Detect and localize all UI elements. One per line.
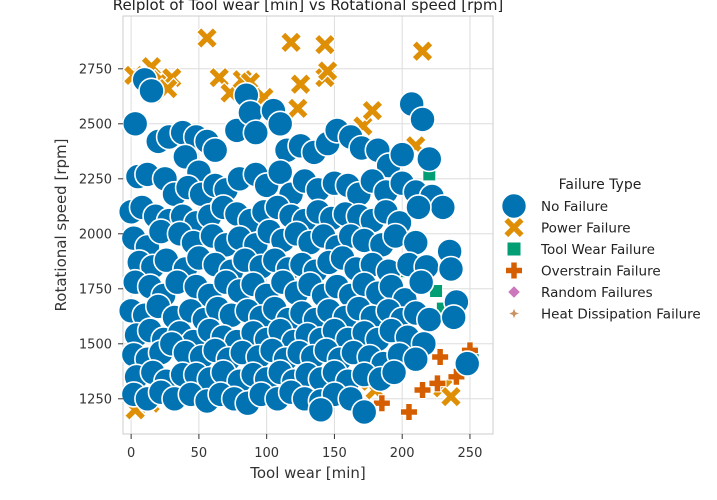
- data-point-overstrain-failure: [428, 374, 447, 393]
- legend-label-power-failure: Power Failure: [541, 221, 631, 237]
- data-point-overstrain-failure: [413, 381, 432, 399]
- legend-marker-no-failure: [500, 192, 528, 220]
- data-point-no-failure: [416, 306, 443, 333]
- data-point-power-failure: [313, 33, 337, 56]
- legend-marker-random-failures: [506, 284, 522, 300]
- y-tick-label: 2000: [79, 227, 112, 242]
- data-point-overstrain-failure: [399, 403, 418, 421]
- data-point-no-failure: [121, 110, 149, 138]
- x-tick-label: 250: [458, 446, 483, 461]
- legend-marker-power-failure: [502, 216, 526, 239]
- chart-title: Relplot of Tool wear [min] vs Rotational…: [113, 0, 504, 14]
- y-axis-label: Rotational speed [rpm]: [52, 139, 70, 312]
- x-tick-label: 150: [322, 446, 347, 461]
- data-point-no-failure: [266, 110, 294, 138]
- data-point-no-failure: [429, 194, 457, 221]
- legend-label-tool-wear-failure: Tool Wear Failure: [540, 242, 655, 258]
- y-tick-label: 1250: [79, 392, 112, 407]
- y-axis-ticks: 1250 1500 1750 2000 2250 2500 2750: [79, 62, 123, 407]
- x-axis-label: Tool wear [min]: [249, 464, 366, 482]
- data-point-no-failure: [416, 145, 443, 173]
- y-tick-label: 2250: [79, 172, 112, 187]
- plot-area: [122, 15, 494, 435]
- data-point-no-failure: [380, 359, 408, 386]
- legend-marker-tool-wear-failure: [506, 241, 522, 257]
- legend: Failure Type No Failure Power Failure Tool…: [500, 177, 701, 323]
- x-axis-ticks: 0 50 100 150 200 250: [127, 434, 482, 461]
- data-point-power-failure: [439, 385, 463, 408]
- data-point-no-failure: [453, 350, 481, 377]
- y-tick-label: 2750: [79, 62, 112, 77]
- data-point-no-failure: [409, 106, 436, 133]
- data-point-power-failure: [361, 99, 384, 122]
- y-tick-label: 2500: [79, 117, 112, 132]
- data-point-no-failure: [440, 304, 467, 331]
- data-point-power-failure: [316, 59, 339, 83]
- legend-marker-overstrain-failure: [505, 261, 523, 280]
- data-point-no-failure: [266, 158, 294, 186]
- data-point-no-failure: [407, 268, 435, 296]
- data-point-no-failure: [201, 136, 229, 164]
- legend-marker-heat-dissipation-failure: [507, 307, 521, 320]
- data-point-power-failure: [411, 39, 434, 63]
- data-point-no-failure: [350, 398, 378, 426]
- y-tick-label: 1500: [79, 337, 112, 352]
- data-point-no-failure: [307, 396, 335, 424]
- legend-label-overstrain-failure: Overstrain Failure: [541, 264, 661, 280]
- legend-label-random-failures: Random Failures: [541, 285, 653, 301]
- legend-title: Failure Type: [559, 177, 642, 193]
- data-point-power-failure: [195, 26, 219, 50]
- x-tick-label: 100: [254, 446, 279, 461]
- legend-label-heat-dissipation-failure: Heat Dissipation Failure: [541, 307, 701, 323]
- y-tick-label: 1750: [79, 282, 112, 297]
- data-points: [117, 26, 481, 426]
- x-tick-label: 50: [191, 446, 208, 461]
- data-point-no-failure: [402, 229, 430, 256]
- series-no-failure: [117, 66, 481, 426]
- data-point-no-failure: [405, 194, 432, 221]
- data-point-overstrain-failure: [372, 394, 391, 413]
- legend-label-no-failure: No Failure: [541, 199, 608, 215]
- data-point-power-failure: [289, 72, 312, 96]
- data-point-no-failure: [388, 141, 416, 168]
- data-point-no-failure: [437, 255, 465, 283]
- data-point-no-failure: [402, 345, 430, 373]
- data-point-no-failure: [242, 119, 270, 146]
- x-tick-label: 0: [127, 446, 135, 461]
- data-point-power-failure: [279, 31, 303, 54]
- x-tick-label: 200: [390, 446, 415, 461]
- data-point-no-failure: [138, 77, 165, 105]
